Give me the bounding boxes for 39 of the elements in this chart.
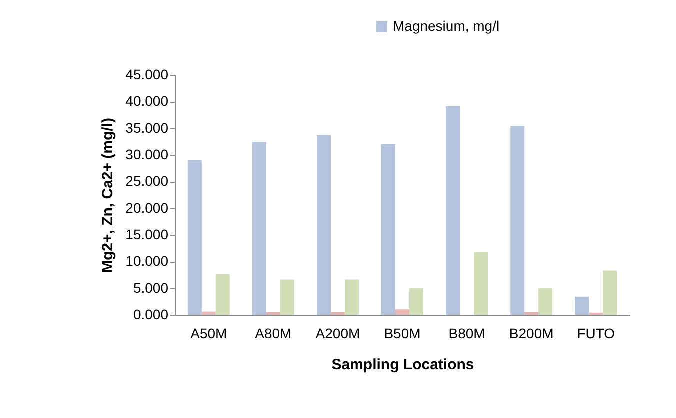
y-tick-label: 45.000 bbox=[126, 66, 169, 82]
y-tick-label: 30.000 bbox=[126, 146, 169, 162]
y-tick-label: 5.000 bbox=[133, 280, 169, 296]
bar bbox=[382, 144, 396, 315]
x-tick-label: A50M bbox=[190, 326, 228, 342]
bar bbox=[396, 310, 410, 315]
x-tick-label: A200M bbox=[316, 326, 360, 342]
bar bbox=[575, 296, 590, 315]
x-tick-label: A80M bbox=[255, 326, 292, 342]
bar bbox=[344, 280, 359, 315]
y-tick-label: 40.000 bbox=[126, 93, 169, 110]
bar bbox=[409, 288, 424, 315]
bar bbox=[202, 312, 216, 315]
bar bbox=[252, 142, 266, 315]
y-axis-title: Mg2+, Zn, Ca2+ (mg/l) bbox=[100, 118, 117, 274]
y-tick-label: 15.000 bbox=[126, 226, 169, 242]
bar bbox=[280, 280, 294, 315]
bar bbox=[446, 106, 460, 315]
bar bbox=[603, 270, 618, 315]
bar bbox=[330, 312, 345, 315]
x-tick-label: FUTO bbox=[577, 326, 616, 342]
x-tick-label: B50M bbox=[384, 326, 421, 342]
x-tick-label: B200M bbox=[509, 326, 554, 342]
y-tick-label: 0.000 bbox=[133, 306, 169, 322]
bar bbox=[538, 288, 553, 315]
legend-label: Magnesium, mg/l bbox=[393, 18, 500, 34]
x-axis-title: Sampling Locations bbox=[332, 356, 474, 374]
y-tick-label: 20.000 bbox=[126, 200, 169, 216]
bar bbox=[216, 274, 230, 315]
bar bbox=[316, 135, 331, 315]
bar bbox=[266, 312, 280, 315]
x-tick-label: B80M bbox=[448, 326, 486, 342]
y-tick-label: 35.000 bbox=[126, 120, 169, 136]
y-tick-label: 10.000 bbox=[126, 253, 169, 270]
bar bbox=[474, 252, 488, 315]
bar bbox=[510, 126, 525, 315]
y-tick-label: 25.000 bbox=[126, 173, 169, 190]
bar bbox=[524, 312, 539, 315]
bar bbox=[188, 160, 202, 315]
